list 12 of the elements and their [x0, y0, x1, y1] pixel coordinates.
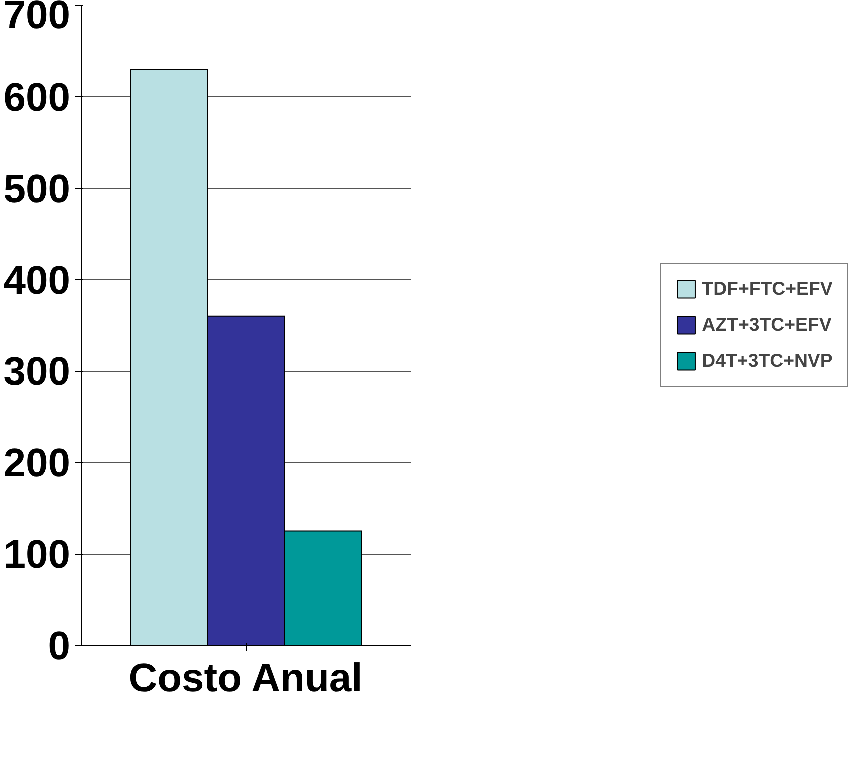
legend-label: AZT+3TC+EFV	[702, 314, 832, 336]
y-tick-label: 300	[4, 350, 71, 394]
legend-label: TDF+FTC+EFV	[702, 278, 833, 300]
y-tick-label: 0	[48, 624, 71, 668]
y-tick-label: 200	[4, 442, 71, 486]
y-tick-label: 400	[4, 258, 71, 303]
legend-label: D4T+3TC+NVP	[702, 350, 833, 372]
y-tick-label: 700	[4, 0, 71, 38]
x-tick-label: Costo Anual	[128, 656, 363, 700]
y-tick-label: 500	[4, 167, 71, 212]
y-tick-label: 100	[4, 533, 71, 578]
y-tick-label: 600	[4, 76, 71, 120]
